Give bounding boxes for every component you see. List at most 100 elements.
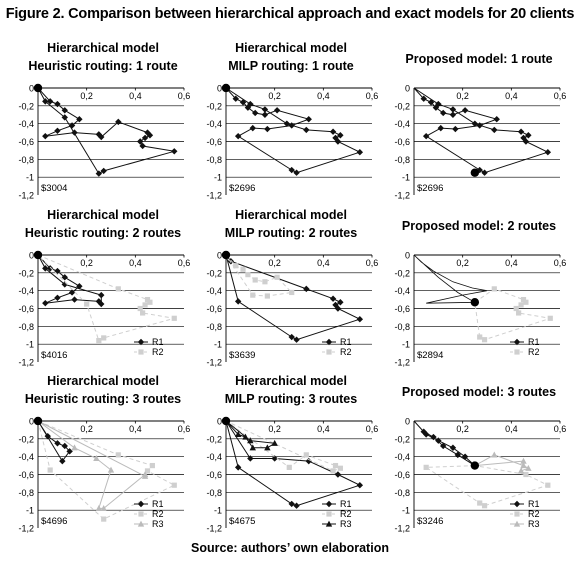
route-point-r1 — [522, 138, 530, 145]
x-tick-label: 0,2 — [80, 258, 93, 268]
route-point-r1 — [356, 316, 364, 323]
y-tick-label: -0,8 — [206, 155, 222, 165]
route-point-r2 — [491, 286, 497, 292]
route-point-r1 — [332, 134, 339, 142]
route-point-r2 — [96, 338, 102, 344]
route-point-r1 — [293, 502, 300, 509]
route-point-r3 — [271, 439, 278, 446]
y-tick-label: -0,6 — [394, 470, 410, 480]
route-point-r2 — [289, 289, 295, 296]
y-tick-label: -0,2 — [394, 268, 410, 278]
legend-label: R1 — [528, 499, 540, 509]
y-tick-label: -0,4 — [18, 286, 34, 296]
route-point-r3 — [249, 444, 256, 451]
route-point-r1 — [42, 299, 49, 307]
route-line-r2 — [225, 254, 293, 297]
route-point-r1 — [46, 98, 54, 105]
route-point-r2 — [274, 274, 280, 280]
route-point-r1 — [491, 126, 498, 134]
route-line-r1 — [225, 420, 362, 507]
panel-title-line: Hierarchical model — [235, 41, 347, 55]
route-point-r3 — [141, 472, 149, 479]
route-line-r3 — [474, 454, 530, 472]
route-point-r1 — [66, 448, 73, 455]
y-tick-label: -0,4 — [394, 119, 410, 129]
cost-label: $4016 — [41, 350, 67, 361]
route-point-r2 — [547, 315, 553, 321]
legend-marker — [514, 511, 520, 517]
x-tick-label: 0,2 — [268, 258, 281, 268]
x-tick-label: 0,6 — [178, 91, 191, 101]
route-line-r2 — [37, 420, 176, 520]
route-point-r1 — [234, 132, 242, 140]
x-tick-label: 0,4 — [505, 258, 518, 268]
y-tick-label: -1,2 — [18, 358, 34, 368]
legend-marker — [138, 511, 144, 517]
route-point-r1 — [452, 125, 459, 133]
route-point-r1 — [71, 296, 78, 303]
route-point-r2 — [516, 310, 522, 316]
route-point-r1 — [288, 122, 295, 129]
y-tick-label: -0,6 — [18, 470, 34, 480]
route-point-r1 — [139, 142, 146, 150]
route-point-r1 — [42, 98, 49, 105]
legend-label: R3 — [528, 519, 540, 529]
legend-label: R1 — [340, 337, 352, 347]
legend-marker — [325, 520, 333, 527]
route-point-r2 — [140, 310, 146, 316]
y-tick-label: -1,2 — [18, 191, 34, 201]
route-point-r1 — [449, 111, 457, 118]
route-point-r1 — [544, 149, 552, 156]
y-tick-label: -1 — [26, 506, 34, 516]
route-point-r2 — [101, 335, 107, 341]
x-tick-label: 0,4 — [505, 424, 518, 434]
route-point-r1 — [283, 120, 291, 127]
route-point-r1 — [171, 148, 178, 155]
route-point-r3 — [264, 444, 271, 451]
route-point-r2 — [115, 452, 121, 458]
y-tick-label: -1 — [26, 340, 34, 350]
y-tick-label: -0,8 — [206, 488, 222, 498]
route-point-r1 — [303, 126, 310, 134]
legend-marker — [326, 511, 332, 517]
route-point-r2 — [147, 299, 153, 305]
route-point-r3 — [95, 504, 103, 511]
panel-chart-svg: 0-0,2-0,4-0,6-0,8-1-1,20,2 0,4 0,6$4675R1R… — [206, 417, 378, 534]
route-point-r1 — [76, 116, 83, 123]
y-tick-label: -0,4 — [206, 286, 222, 296]
panel-chart-svg: 0 -0,2 -0,4 -0,6 -0,8 -1 -1,2 0,2 0,4 0,6 $4016 R1R… — [18, 251, 190, 368]
y-tick-label: -0,4 — [18, 119, 34, 129]
legend-label: R3 — [340, 519, 352, 529]
route-point-r1 — [271, 455, 278, 462]
route-point-r1 — [76, 283, 83, 290]
route-point-r1 — [356, 149, 364, 156]
route-point-r1 — [422, 431, 430, 438]
route-point-r1 — [42, 132, 49, 140]
route-point-r1 — [54, 294, 61, 301]
route-point-r2 — [520, 296, 527, 303]
figure-title: Figure 2. Comparison between hierarchica… — [5, 6, 575, 22]
route-point-r1 — [293, 169, 300, 176]
route-point-r1 — [61, 281, 68, 288]
legend-marker — [513, 520, 521, 527]
legend-marker — [137, 520, 145, 527]
x-tick-label: 0,4 — [129, 424, 142, 434]
route-point-r1 — [71, 129, 78, 136]
route-point-r2 — [523, 299, 529, 305]
y-tick-label: -0,6 — [394, 137, 410, 147]
y-tick-label: 0 — [217, 417, 222, 427]
panel-hier-milp-3: Hierarchical model MILP routing: 3 routes… — [196, 373, 386, 551]
panel-title-line: Heuristic routing: 3 routes — [24, 392, 182, 406]
panel-title-line: Heuristic routing: 1 route — [28, 59, 178, 73]
y-tick-label: 0 — [405, 84, 410, 94]
route-point-r1 — [337, 299, 344, 306]
route-point-r1 — [435, 100, 442, 108]
panel-hier-heuristic-2: Hierarchical model Heuristic routing: 2 r… — [8, 207, 198, 385]
route-line-r1 — [225, 254, 362, 341]
legend-marker — [325, 338, 333, 346]
y-tick-label: -1 — [402, 506, 410, 516]
y-tick-label: -0,2 — [18, 101, 34, 111]
legend-label: R2 — [528, 509, 540, 519]
panel-proposed-1: Proposed model: 1 route 0 -0,2 -0,4 -0,6 -0,8… — [384, 40, 574, 218]
cost-label: $3004 — [41, 183, 67, 194]
